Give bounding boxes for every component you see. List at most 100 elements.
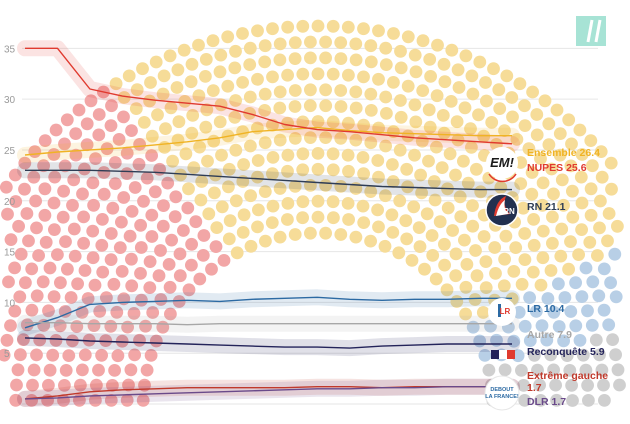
seat-dot <box>440 283 454 297</box>
series-label-rn: RN 21.1 <box>527 201 566 213</box>
series-line-rn <box>25 169 512 191</box>
seat-dot <box>386 226 400 239</box>
seat-dot <box>420 207 434 221</box>
seat-dot <box>185 237 199 251</box>
seat-dot <box>182 283 196 297</box>
hemicycle-seats <box>0 19 626 407</box>
seat-dot <box>86 176 100 190</box>
seat-dot <box>518 253 532 266</box>
seat-dot <box>566 184 579 198</box>
seat-dot <box>134 218 148 232</box>
seat-dot <box>536 198 549 212</box>
seat-dot <box>48 170 62 184</box>
seat-dot <box>145 208 159 222</box>
seat-dot <box>206 34 220 48</box>
seat-dot <box>22 234 35 248</box>
y-tick-label: 10 <box>4 298 16 309</box>
seat-dot <box>479 281 493 294</box>
series-line-dlr <box>24 386 512 400</box>
series-label-ensemble: Ensemble 26.4 <box>527 147 600 159</box>
seat-dot <box>518 99 531 113</box>
seat-dot <box>555 173 569 187</box>
seat-dot <box>123 229 137 243</box>
seat-dot <box>523 334 537 347</box>
seat-dot <box>461 176 475 190</box>
seat-dot <box>57 184 70 198</box>
seat-dot <box>364 185 378 199</box>
seat-dot <box>288 180 302 193</box>
seat-dot <box>560 349 574 362</box>
seat-dot <box>573 123 587 137</box>
seat-dot <box>611 363 625 377</box>
seat-dot <box>182 182 195 196</box>
seat-dot <box>140 363 154 377</box>
seat-dot <box>296 211 309 225</box>
seat-dot <box>143 255 157 268</box>
series-line-reconquete <box>24 337 512 349</box>
seat-dot <box>469 244 482 257</box>
seat-dot <box>544 264 558 277</box>
seat-dot <box>311 147 325 160</box>
seat-dot <box>589 333 603 347</box>
seat-dot <box>12 219 25 233</box>
seat-dot <box>14 348 27 362</box>
seat-dot <box>258 87 272 101</box>
seat-dot <box>132 157 146 171</box>
seat-dot <box>251 220 264 234</box>
seat-dot <box>38 182 52 196</box>
seat-dot <box>601 234 614 248</box>
seat-dot <box>244 139 257 153</box>
seat-dot <box>357 216 371 230</box>
seat-dot <box>609 290 623 304</box>
seat-dot <box>349 37 363 51</box>
seat-dot <box>341 20 355 34</box>
seat-dot <box>549 378 562 392</box>
seat-dot <box>18 182 31 196</box>
seat-dot <box>470 162 483 176</box>
ensemble-logo: EM! <box>486 147 518 183</box>
seat-dot <box>311 67 325 81</box>
seat-dot <box>37 159 50 173</box>
seat-dot <box>431 38 444 52</box>
seat-dot <box>523 291 536 304</box>
seat-dot <box>258 104 272 117</box>
seat-dot <box>470 269 484 283</box>
seat-dot <box>87 319 101 332</box>
seat-dot <box>185 126 199 140</box>
seat-dot <box>100 291 113 304</box>
seat-dot <box>288 84 302 97</box>
seat-dot <box>125 279 139 293</box>
seat-dot <box>597 378 610 392</box>
seat-dot <box>304 35 317 49</box>
seat-dot <box>30 348 43 362</box>
seat-dot <box>25 262 39 276</box>
seat-dot <box>124 363 138 377</box>
seat-dot <box>49 334 63 347</box>
series-label-dlr: DLR 1.7 <box>527 396 566 408</box>
seat-dot <box>8 304 22 318</box>
seat-dot <box>162 258 176 271</box>
seat-dot <box>379 58 393 71</box>
seat-dot <box>209 240 223 254</box>
seat-dot <box>80 117 94 131</box>
seat-dot <box>213 115 227 129</box>
seat-dot <box>115 265 129 278</box>
seat-dot <box>342 213 355 226</box>
seat-dot <box>11 363 25 377</box>
seat-dot <box>494 181 508 194</box>
seat-dot <box>527 213 540 226</box>
seat-dot <box>319 83 332 97</box>
seat-dot <box>92 128 106 142</box>
seat-dot <box>273 85 287 99</box>
seat-dot <box>364 104 378 117</box>
seat-dot <box>606 333 619 346</box>
seat-dot <box>326 67 340 81</box>
seat-dot <box>143 94 157 108</box>
seat-dot <box>237 158 251 171</box>
seat-dot <box>115 334 129 348</box>
seat-dot <box>161 176 175 190</box>
seat-dot <box>393 143 407 157</box>
seat-dot <box>62 349 76 362</box>
seat-dot <box>266 151 280 164</box>
